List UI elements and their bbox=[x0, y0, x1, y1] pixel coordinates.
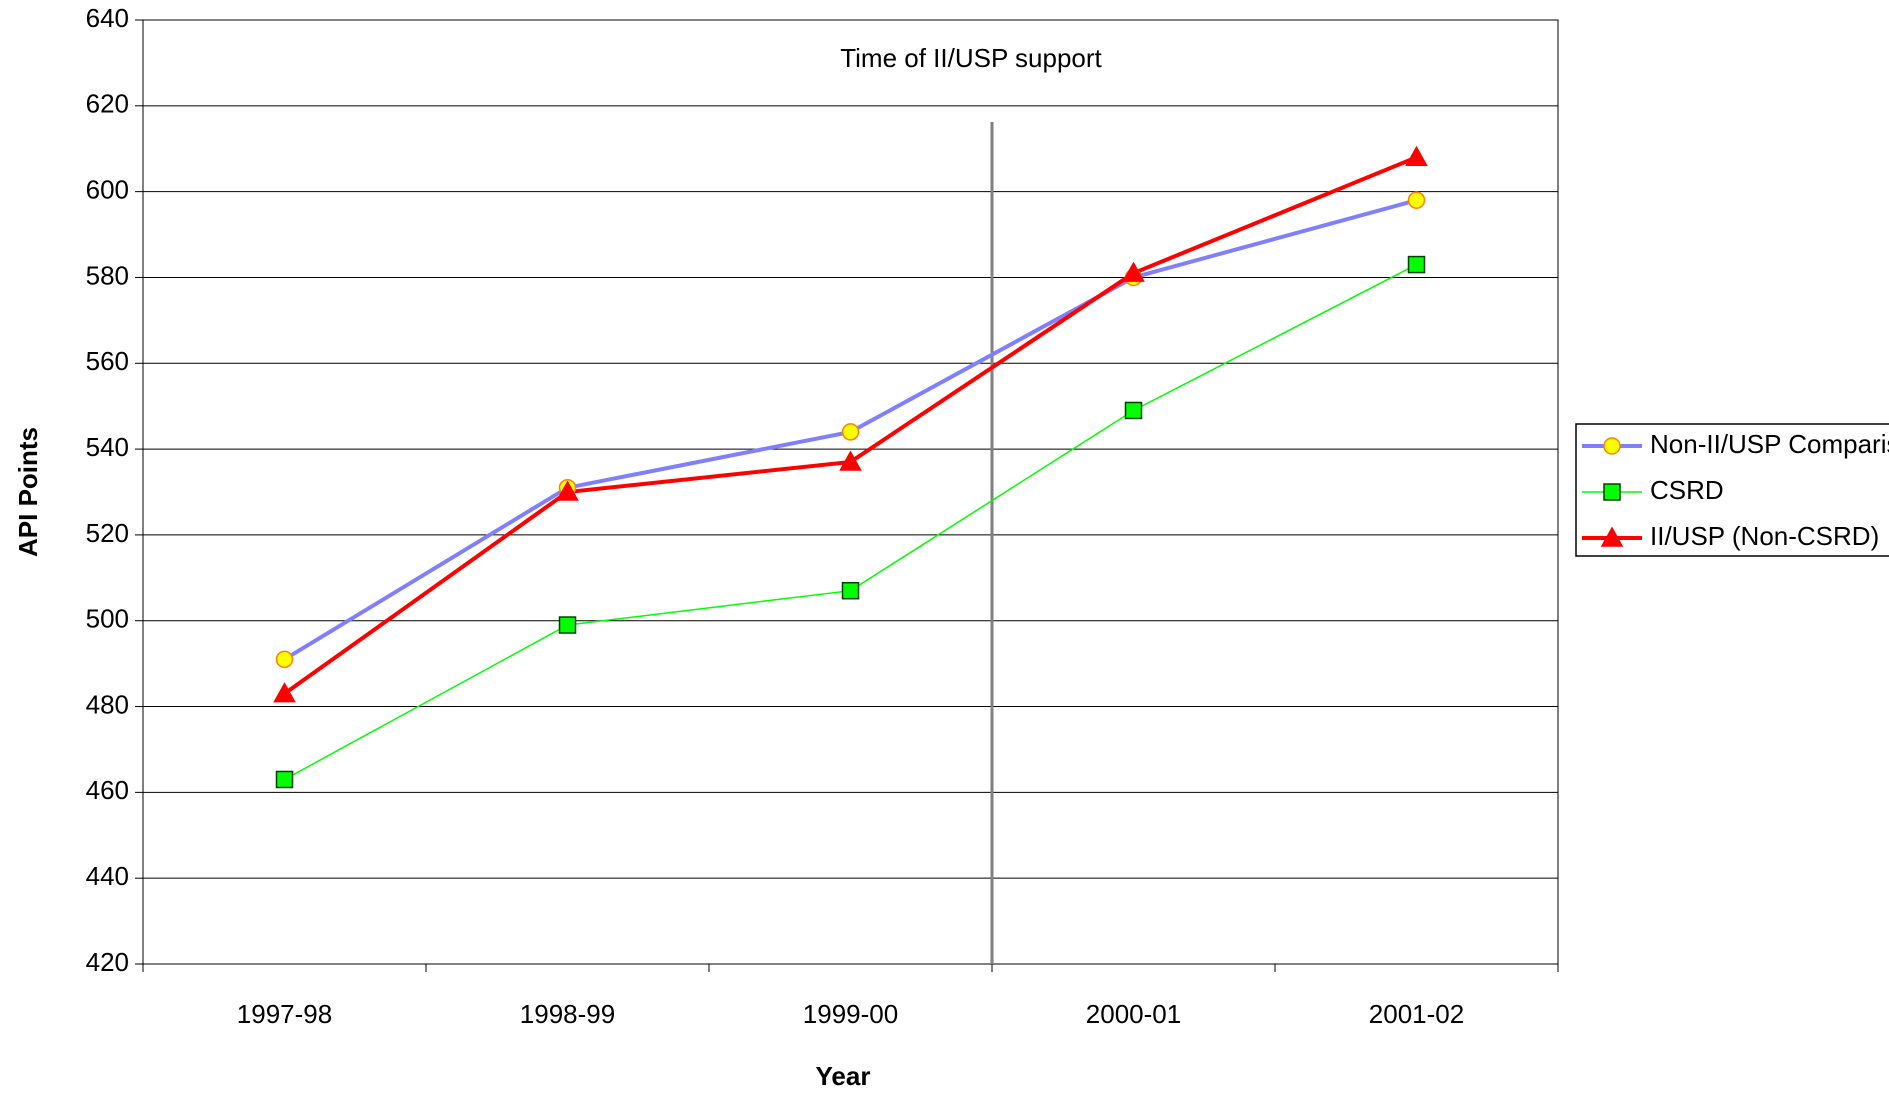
marker bbox=[1600, 526, 1624, 547]
marker bbox=[1124, 401, 1143, 420]
legend: Non-II/USP Comparison CSRD II/USP (Non-CSR… bbox=[1575, 423, 1889, 557]
annotation: Time of II/USP support bbox=[840, 43, 1102, 73]
marker bbox=[556, 480, 579, 501]
y-tick-label: 640 bbox=[86, 3, 129, 33]
marker bbox=[1407, 255, 1426, 274]
legend-frame bbox=[1575, 423, 1889, 557]
x-axis-label: Year bbox=[816, 1061, 871, 1091]
marker bbox=[841, 423, 860, 441]
marker bbox=[1122, 261, 1145, 282]
marker bbox=[1603, 437, 1621, 455]
y-tick-label: 520 bbox=[86, 518, 129, 548]
y-tick-label: 600 bbox=[86, 175, 129, 205]
marker bbox=[839, 450, 862, 471]
marker bbox=[1603, 483, 1621, 501]
y-tick-label: 440 bbox=[86, 861, 129, 891]
y-tick-label: 560 bbox=[86, 346, 129, 376]
marker bbox=[273, 682, 296, 703]
marker bbox=[275, 770, 294, 789]
y-tick-label: 500 bbox=[86, 604, 129, 634]
marker bbox=[275, 650, 294, 669]
legend-label: CSRD bbox=[1650, 475, 1724, 505]
x-tick-label: 2000-01 bbox=[1086, 999, 1181, 1029]
legend-label: II/USP (Non-CSRD) bbox=[1650, 521, 1879, 551]
legend-label: Non-II/USP Comparison bbox=[1650, 429, 1889, 459]
x-tick-label: 1999-00 bbox=[803, 999, 898, 1029]
marker bbox=[1405, 145, 1428, 167]
plot-frame bbox=[142, 19, 1559, 965]
marker bbox=[558, 616, 577, 634]
y-axis-label: API Points bbox=[13, 427, 43, 557]
x-tick-label: 1997-98 bbox=[237, 999, 332, 1029]
y-tick-label: 420 bbox=[86, 947, 129, 977]
y-tick-label: 580 bbox=[86, 260, 129, 290]
y-tick-label: 620 bbox=[86, 89, 129, 119]
x-tick-label: 2001-02 bbox=[1369, 999, 1464, 1029]
y-tick-label: 540 bbox=[86, 432, 129, 462]
y-tick-label: 460 bbox=[86, 775, 129, 805]
x-tick-label: 1998-99 bbox=[520, 999, 615, 1029]
y-tick-label: 480 bbox=[86, 689, 129, 719]
marker bbox=[1407, 191, 1426, 209]
series-line bbox=[284, 263, 1417, 781]
marker bbox=[841, 581, 860, 600]
